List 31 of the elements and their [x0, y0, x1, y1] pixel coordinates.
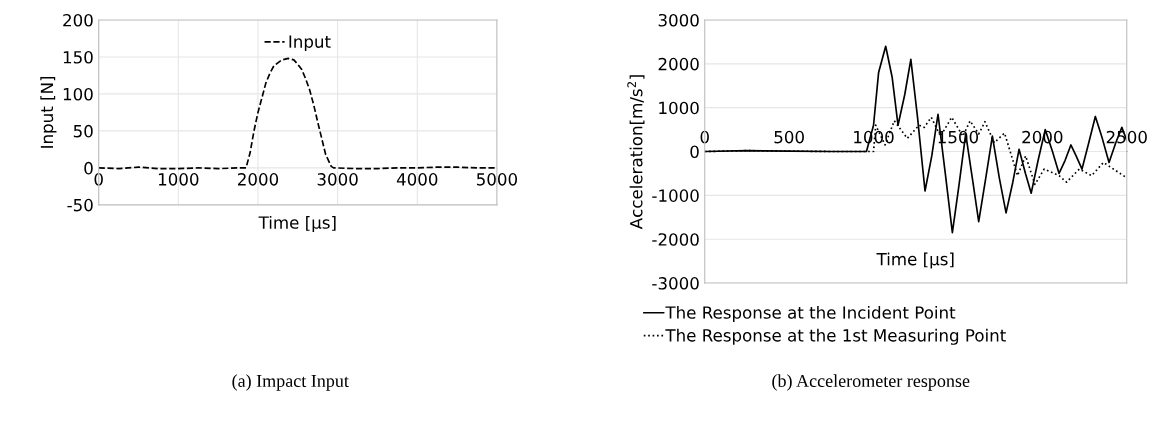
x-axis-title: Time [µs]: [258, 215, 336, 233]
line-series: [98, 57, 497, 170]
x-tick-label: 3000: [317, 173, 358, 186]
y-tick-label: 0: [690, 145, 699, 159]
x-tick-label: 5000: [476, 173, 518, 186]
y-tick-label: 200: [63, 13, 93, 27]
legend-label: Input: [289, 35, 331, 52]
y-tick-label: -2000: [652, 233, 699, 246]
y-tick-label: 100: [63, 87, 93, 101]
text: (a) Impact Input: [232, 374, 349, 391]
x-axis-title: Time [µs]: [876, 252, 954, 269]
y-axis-title: Acceleration[m/s$^{2}$]: [627, 75, 645, 230]
x-tick-label: 1000: [158, 173, 199, 186]
legend-label: The Response at the 1st Measuring Point: [665, 328, 1006, 345]
x-tick-label: 4000: [396, 173, 438, 186]
x-tick-label: 0: [94, 173, 103, 186]
legend-label: The Response at the Incident Point: [665, 305, 956, 323]
y-tick-label: 50: [73, 124, 93, 138]
y-tick-label: -3000: [652, 277, 699, 290]
y-tick-label: 3000: [658, 13, 699, 27]
y-tick-label: 1000: [659, 101, 699, 115]
y-tick-label: 2000: [658, 57, 699, 71]
y-tick-label: -50: [67, 198, 93, 212]
x-tick-label: 500: [774, 130, 804, 144]
x-tick-label: 0: [700, 130, 709, 144]
x-tick-label: 2000: [237, 173, 279, 186]
y-axis-title: Input [N]: [40, 76, 57, 148]
y-tick-label: 150: [63, 50, 93, 64]
text: (b) Accelerometer response: [772, 374, 970, 391]
y-tick-label: -1000: [652, 189, 699, 202]
y-tick-label: 0: [84, 161, 93, 175]
